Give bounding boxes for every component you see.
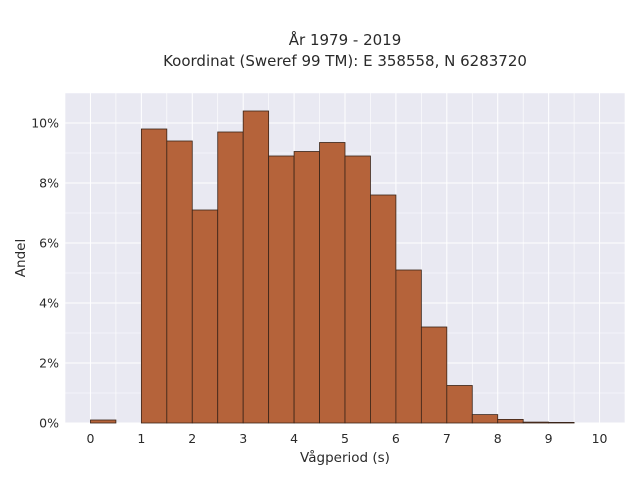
x-tick-label: 10: [592, 431, 608, 446]
y-axis-label: Andel: [13, 239, 29, 277]
histogram-bar: [319, 142, 346, 424]
histogram-bar: [242, 110, 270, 424]
x-axis-label: Vågperiod (s): [300, 449, 390, 466]
y-tick-labels: 0% 2% 4% 6% 8% 10%: [31, 116, 59, 431]
histogram-bar: [191, 209, 219, 424]
histogram-bar: [471, 414, 499, 424]
y-tick-label: 2%: [39, 356, 59, 371]
x-tick-label: 9: [545, 431, 553, 446]
histogram-bar: [548, 421, 575, 424]
x-tick-label: 4: [290, 431, 298, 446]
bars: [90, 110, 575, 424]
histogram-bar: [268, 155, 295, 424]
histogram-bar: [522, 421, 550, 424]
histogram-bar: [166, 140, 193, 424]
y-tick-label: 10%: [31, 116, 59, 131]
y-tick-label: 8%: [39, 176, 59, 191]
histogram-bar: [140, 128, 168, 424]
x-tick-label: 0: [86, 431, 94, 446]
x-tick-label: 2: [188, 431, 196, 446]
x-tick-label: 8: [494, 431, 502, 446]
x-tick-labels: 0 1 2 3 4 5 6 7 8 9 10: [86, 431, 607, 446]
histogram-bar: [446, 385, 473, 424]
histogram-bar: [497, 418, 524, 424]
histogram-bar: [217, 131, 244, 424]
x-tick-label: 1: [137, 431, 145, 446]
y-tick-label: 4%: [39, 296, 59, 311]
histogram-bar: [293, 151, 320, 424]
histogram-bar: [344, 155, 371, 424]
chart-title: År 1979 - 2019: [289, 30, 402, 49]
x-tick-label: 3: [239, 431, 247, 446]
x-tick-label: 7: [443, 431, 451, 446]
x-tick-label: 5: [341, 431, 349, 446]
chart-subtitle: Koordinat (Sweref 99 TM): E 358558, N 62…: [163, 52, 527, 70]
histogram-bar: [90, 419, 117, 424]
y-tick-label: 0%: [39, 416, 59, 431]
histogram-bar: [395, 269, 422, 424]
histogram-bar: [420, 326, 448, 424]
y-tick-label: 6%: [39, 236, 59, 251]
histogram-bar: [370, 194, 397, 424]
x-tick-label: 6: [392, 431, 400, 446]
